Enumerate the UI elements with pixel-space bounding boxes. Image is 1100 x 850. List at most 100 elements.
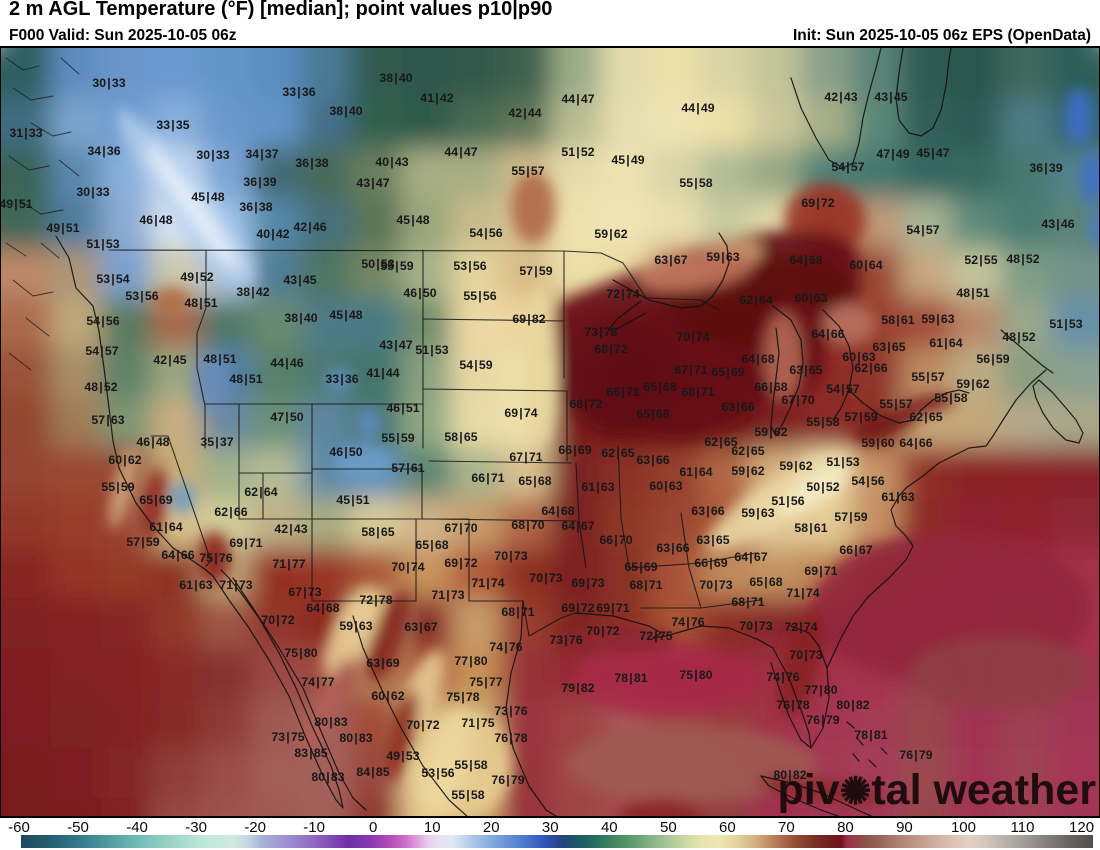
svg-text:61|64: 61|64 (679, 465, 712, 479)
svg-text:51|52: 51|52 (561, 145, 594, 159)
svg-text:45|47: 45|47 (916, 146, 949, 160)
svg-text:65|68: 65|68 (518, 474, 551, 488)
svg-text:68|72: 68|72 (594, 342, 627, 356)
svg-text:77|80: 77|80 (804, 683, 837, 697)
svg-text:69|71: 69|71 (804, 564, 837, 578)
svg-text:60|64: 60|64 (849, 258, 882, 272)
svg-text:35|37: 35|37 (200, 435, 233, 449)
svg-text:44|47: 44|47 (561, 92, 594, 106)
svg-text:62|65: 62|65 (731, 444, 764, 458)
svg-text:50|53: 50|53 (361, 257, 394, 271)
svg-text:69|71: 69|71 (229, 536, 262, 550)
svg-text:42|43: 42|43 (274, 522, 307, 536)
svg-text:33|36: 33|36 (282, 85, 315, 99)
svg-text:53|56: 53|56 (421, 766, 454, 780)
svg-text:73|76: 73|76 (549, 633, 582, 647)
svg-text:51|53: 51|53 (86, 237, 119, 251)
svg-text:51|56: 51|56 (771, 494, 804, 508)
svg-text:78|81: 78|81 (614, 671, 647, 685)
svg-text:38|40: 38|40 (284, 311, 317, 325)
svg-text:75|80: 75|80 (284, 646, 317, 660)
svg-text:57|59: 57|59 (126, 535, 159, 549)
svg-text:55|58: 55|58 (454, 758, 487, 772)
svg-text:55|58: 55|58 (806, 415, 839, 429)
svg-text:59|60: 59|60 (861, 436, 894, 450)
svg-text:57|59: 57|59 (519, 264, 552, 278)
svg-text:49|53: 49|53 (386, 749, 419, 763)
svg-text:58|61: 58|61 (794, 521, 827, 535)
svg-text:51|53: 51|53 (826, 455, 859, 469)
svg-text:46|51: 46|51 (386, 401, 419, 415)
svg-text:47|50: 47|50 (270, 410, 303, 424)
svg-text:55|57: 55|57 (911, 370, 944, 384)
svg-text:42|43: 42|43 (824, 90, 857, 104)
svg-text:53|54: 53|54 (96, 272, 129, 286)
svg-text:76|79: 76|79 (899, 748, 932, 762)
svg-text:66|69: 66|69 (694, 556, 727, 570)
svg-text:69|72: 69|72 (561, 601, 594, 615)
svg-text:55|59: 55|59 (101, 480, 134, 494)
svg-text:80|83: 80|83 (314, 715, 347, 729)
svg-text:54|57: 54|57 (85, 344, 118, 358)
svg-text:65|68: 65|68 (636, 407, 669, 421)
svg-text:68|71: 68|71 (501, 605, 534, 619)
svg-text:60|62: 60|62 (371, 689, 404, 703)
svg-text:38|40: 38|40 (379, 71, 412, 85)
svg-text:63|65: 63|65 (872, 340, 905, 354)
svg-text:70|73: 70|73 (529, 571, 562, 585)
svg-text:43|46: 43|46 (1041, 217, 1074, 231)
svg-text:45|48: 45|48 (191, 190, 224, 204)
svg-text:40|43: 40|43 (375, 155, 408, 169)
svg-text:68|71: 68|71 (681, 385, 714, 399)
svg-text:67|70: 67|70 (781, 393, 814, 407)
svg-text:30|33: 30|33 (92, 76, 125, 90)
svg-text:75|77: 75|77 (469, 675, 502, 689)
svg-text:33|35: 33|35 (156, 118, 189, 132)
svg-text:73|78: 73|78 (584, 325, 617, 339)
svg-text:42|46: 42|46 (293, 220, 326, 234)
svg-text:70|73: 70|73 (494, 549, 527, 563)
svg-text:48|51: 48|51 (203, 352, 236, 366)
svg-text:53|56: 53|56 (125, 289, 158, 303)
svg-text:65|68: 65|68 (415, 538, 448, 552)
svg-text:76|79: 76|79 (806, 713, 839, 727)
svg-text:43|45: 43|45 (874, 90, 907, 104)
svg-text:57|59: 57|59 (834, 510, 867, 524)
svg-text:74|76: 74|76 (489, 640, 522, 654)
svg-text:62|65: 62|65 (704, 435, 737, 449)
svg-text:63|67: 63|67 (404, 620, 437, 634)
svg-text:71|75: 71|75 (461, 716, 494, 730)
svg-text:55|59: 55|59 (380, 259, 413, 273)
svg-text:53|56: 53|56 (453, 259, 486, 273)
svg-text:66|69: 66|69 (558, 443, 591, 457)
svg-text:69|72: 69|72 (801, 196, 834, 210)
svg-text:70|72: 70|72 (586, 624, 619, 638)
svg-text:76|78: 76|78 (776, 698, 809, 712)
svg-text:71|74: 71|74 (786, 586, 819, 600)
svg-text:70|73: 70|73 (789, 648, 822, 662)
svg-text:46|48: 46|48 (139, 213, 172, 227)
svg-text:64|68: 64|68 (789, 253, 822, 267)
svg-text:46|50: 46|50 (403, 286, 436, 300)
svg-text:65|69: 65|69 (139, 493, 172, 507)
svg-text:54|57: 54|57 (906, 223, 939, 237)
svg-text:66|71: 66|71 (471, 471, 504, 485)
svg-text:54|56: 54|56 (86, 314, 119, 328)
svg-text:66|70: 66|70 (599, 533, 632, 547)
svg-text:59|63: 59|63 (706, 250, 739, 264)
svg-text:74|76: 74|76 (766, 670, 799, 684)
svg-text:64|68: 64|68 (306, 601, 339, 615)
svg-text:67|71: 67|71 (674, 363, 707, 377)
svg-text:84|85: 84|85 (356, 765, 389, 779)
svg-text:67|71: 67|71 (509, 450, 542, 464)
svg-text:45|49: 45|49 (611, 153, 644, 167)
svg-text:66|71: 66|71 (606, 385, 639, 399)
svg-text:58|65: 58|65 (444, 430, 477, 444)
svg-text:68|71: 68|71 (629, 578, 662, 592)
svg-text:79|82: 79|82 (561, 681, 594, 695)
svg-text:58|65: 58|65 (361, 525, 394, 539)
svg-text:60|63: 60|63 (649, 479, 682, 493)
svg-text:70|74: 70|74 (676, 330, 709, 344)
svg-text:63|66: 63|66 (691, 504, 724, 518)
svg-text:61|63: 61|63 (881, 490, 914, 504)
